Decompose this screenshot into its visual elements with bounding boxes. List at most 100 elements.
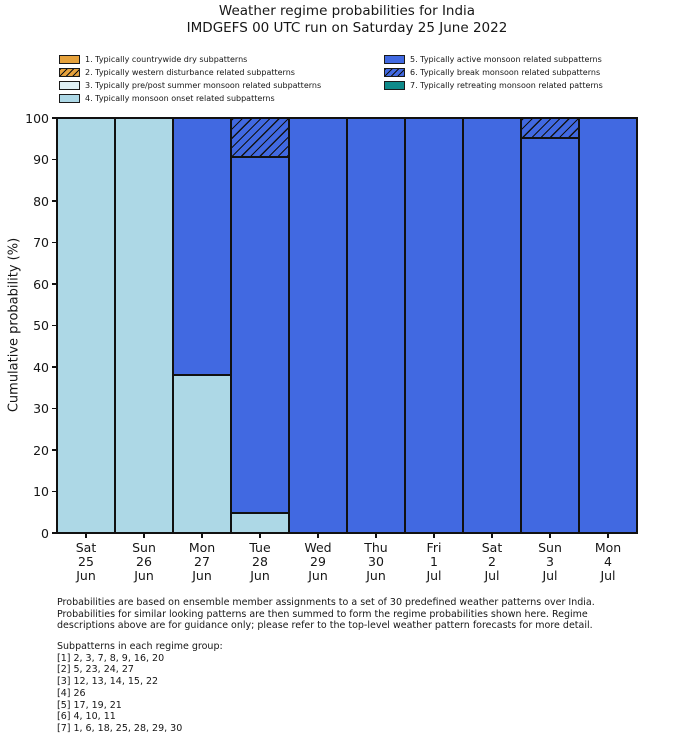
y-tick-label: 30	[33, 401, 49, 416]
legend-item: 1. Typically countrywide dry subpatterns	[59, 53, 321, 66]
legend-label: 1. Typically countrywide dry subpatterns	[85, 55, 248, 64]
x-tick-label-line: 28	[252, 554, 268, 569]
x-tick-label-line: Sun	[132, 540, 156, 555]
x-tick-label-line: Mon	[594, 540, 622, 555]
legend-item: 2. Typically western disturbance related…	[59, 66, 321, 79]
legend-swatch-regime-7	[384, 81, 405, 90]
x-tick-label-line: Jun	[308, 568, 328, 583]
bar-sat-25-jun	[57, 118, 115, 533]
x-tick-label-line: Mon	[188, 540, 216, 555]
bar-segment-regime-4	[173, 374, 231, 533]
y-tick-mark	[52, 283, 57, 285]
legend-label: 5. Typically active monsoon related subp…	[410, 55, 602, 64]
x-tick-mark	[259, 534, 261, 538]
x-tick-label-line: 4	[604, 554, 612, 569]
subpattern-group-line: [7] 1, 6, 18, 25, 28, 29, 30	[57, 722, 183, 734]
x-tick-label: Fri 1 Jul	[405, 541, 463, 583]
subpattern-group-line: [1] 2, 3, 7, 8, 9, 16, 20	[57, 652, 165, 664]
y-tick-mark	[52, 241, 57, 244]
x-tick-mark	[85, 534, 87, 538]
y-tick-label: 70	[33, 235, 49, 250]
y-tick-label: 50	[33, 318, 49, 333]
bar-sat-2-jul	[463, 118, 521, 533]
footnote-paragraph: Probabilities are based on ensemble memb…	[57, 597, 595, 632]
x-tick-label-line: Jul	[426, 568, 442, 583]
y-tick-mark	[52, 532, 57, 534]
bar-mon-4-jul	[579, 118, 637, 533]
x-tick-label: Mon 27 Jun	[173, 541, 231, 583]
bar-wed-29-jun	[289, 118, 347, 533]
x-tick-label-line: 2	[488, 554, 496, 569]
legend-swatch-regime-4	[59, 94, 80, 103]
y-tick-mark	[52, 407, 57, 410]
y-tick-mark	[52, 366, 57, 368]
x-tick-label-line: 1	[430, 554, 438, 569]
y-tick-label: 10	[33, 484, 49, 499]
legend-item: 5. Typically active monsoon related subp…	[384, 53, 603, 66]
legend-label: 3. Typically pre/post summer monsoon rel…	[85, 81, 322, 90]
legend-swatch-regime-1	[59, 55, 80, 64]
bar-segment-regime-5	[463, 118, 521, 533]
bar-segment-regime-5	[579, 118, 637, 533]
x-tick-label-line: 27	[194, 554, 210, 569]
legend-label: 2. Typically western disturbance related…	[85, 68, 295, 77]
legend-label: 4. Typically monsoon onset related subpa…	[85, 94, 275, 103]
chart-subtitle: IMDGEFS 00 UTC run on Saturday 25 June 2…	[186, 20, 508, 36]
y-tick-label: 80	[33, 193, 49, 209]
subpattern-group-line: [5] 17, 19, 21	[57, 699, 122, 711]
bar-segment-regime-4	[57, 118, 115, 533]
legend-label: 7. Typically retreating monsoon related …	[410, 81, 603, 90]
bar-segment-regime-5	[231, 157, 289, 514]
y-tick-mark	[52, 449, 57, 451]
x-tick-label-line: Sat	[481, 540, 503, 555]
chart-title: Weather regime probabilities for India	[218, 3, 476, 19]
x-tick-mark	[491, 534, 493, 538]
x-tick-label-line: Jun	[366, 568, 386, 583]
legend-label: 6. Typically break monsoon related subpa…	[410, 68, 601, 77]
bar-segment-regime-5	[521, 137, 579, 533]
subpatterns-lines: [1] 2, 3, 7, 8, 9, 16, 20 [2] 5, 23, 24, …	[57, 653, 223, 735]
x-tick-label-line: 25	[78, 554, 94, 569]
bar-tue-28-jun	[231, 118, 289, 533]
x-tick-mark	[433, 534, 435, 538]
legend-item: 6. Typically break monsoon related subpa…	[384, 66, 603, 79]
x-tick-label-line: Jun	[76, 568, 96, 583]
bar-segment-regime-6	[231, 118, 289, 158]
bar-segment-regime-4	[231, 513, 289, 533]
x-tick-label-line: 30	[368, 554, 384, 569]
x-tick-label-line: 29	[310, 554, 326, 569]
x-tick-mark	[607, 534, 609, 538]
bar-fri-1-jul	[405, 118, 463, 533]
x-tick-label: Sun 26 Jun	[115, 541, 173, 583]
x-tick-label-line: Jun	[134, 568, 154, 583]
bar-segment-regime-5	[347, 118, 405, 533]
x-tick-label: Tue 28 Jun	[231, 541, 289, 583]
subpattern-group-line: [4] 26	[57, 687, 86, 699]
legend-swatch-regime-5	[384, 55, 405, 64]
x-tick-label-line: Tue	[249, 540, 271, 555]
bar-segment-regime-4	[115, 118, 173, 533]
footnote-line: Probabilities for similar looking patter…	[57, 608, 588, 620]
x-tick-label-line: Jul	[542, 568, 558, 583]
x-tick-label-line: Thu	[364, 540, 388, 555]
x-tick-label-line: Jul	[484, 568, 500, 583]
legend-swatch-regime-2-hatched	[59, 68, 80, 77]
legend-column-right: 5. Typically active monsoon related subp…	[384, 53, 603, 92]
footnote-line: Probabilities are based on ensemble memb…	[57, 597, 595, 608]
legend-swatch-regime-3	[59, 81, 80, 90]
y-tick-mark	[52, 158, 57, 161]
x-tick-label-line: 26	[136, 554, 152, 569]
bar-segment-regime-5	[289, 118, 347, 533]
subpattern-group-line: [3] 12, 13, 14, 15, 22	[57, 676, 159, 688]
y-tick-mark	[52, 490, 57, 493]
bar-mon-27-jun	[173, 118, 231, 533]
y-tick-mark	[52, 117, 57, 119]
y-tick-mark	[52, 200, 57, 202]
x-tick-mark	[549, 534, 551, 538]
chart-plot-area	[57, 118, 637, 533]
x-tick-label: Sat 2 Jul	[463, 541, 521, 583]
subpattern-group-line: [6] 4, 10, 11	[57, 711, 116, 723]
x-tick-label-line: Wed	[304, 540, 332, 555]
bar-thu-30-jun	[347, 118, 405, 533]
legend-swatch-regime-6-hatched	[384, 68, 405, 77]
